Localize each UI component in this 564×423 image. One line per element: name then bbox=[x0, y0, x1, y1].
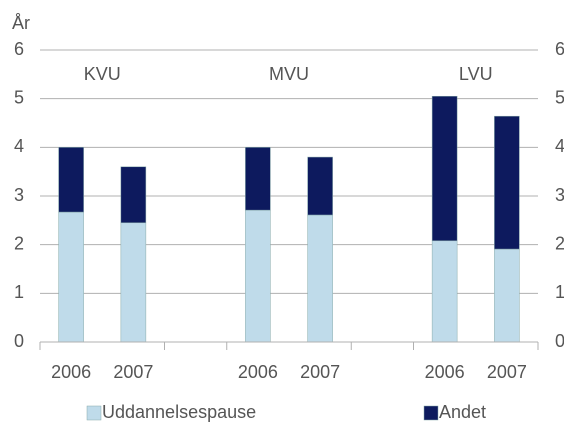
x-tick-label: 2007 bbox=[113, 362, 153, 382]
bar-segment bbox=[58, 147, 84, 213]
y2-tick-label: 3 bbox=[555, 185, 564, 205]
y2-tick-label: 6 bbox=[555, 39, 564, 59]
legend-swatch bbox=[86, 405, 102, 421]
y-tick-label: 4 bbox=[14, 136, 24, 156]
legend-label: Uddannelsespause bbox=[102, 402, 256, 422]
y-tick-label: 5 bbox=[14, 87, 24, 107]
y-axis-label: År bbox=[12, 13, 30, 33]
bar-segment bbox=[494, 115, 520, 250]
bar-segment bbox=[58, 211, 84, 343]
legend-swatch bbox=[423, 405, 439, 421]
y-tick-label: 6 bbox=[14, 39, 24, 59]
y-tick-label: 1 bbox=[14, 282, 24, 302]
x-tick-label: 2006 bbox=[238, 362, 278, 382]
legend-label: Andet bbox=[439, 402, 486, 422]
y2-tick-label: 1 bbox=[555, 282, 564, 302]
bar-segment bbox=[431, 95, 458, 242]
x-tick-label: 2006 bbox=[425, 362, 465, 382]
y-tick-label: 3 bbox=[14, 185, 24, 205]
group-label: KVU bbox=[84, 64, 121, 84]
bar-segment bbox=[120, 222, 147, 343]
x-tick-label: 2007 bbox=[487, 362, 527, 382]
y-tick-label: 2 bbox=[14, 233, 24, 253]
bar-segment bbox=[307, 214, 333, 343]
group-label: LVU bbox=[459, 64, 493, 84]
y2-tick-label: 4 bbox=[555, 136, 564, 156]
y2-tick-label: 5 bbox=[555, 87, 564, 107]
bar-segment bbox=[245, 209, 271, 343]
x-tick-label: 2007 bbox=[300, 362, 340, 382]
x-tick-label: 2006 bbox=[51, 362, 91, 382]
bar-segment bbox=[494, 248, 520, 343]
bar-segment bbox=[431, 240, 458, 343]
y2-tick-label: 2 bbox=[555, 233, 564, 253]
bar-segment bbox=[307, 156, 333, 216]
y-tick-label: 0 bbox=[14, 331, 24, 351]
y2-tick-label: 0 bbox=[555, 331, 564, 351]
bar-segment bbox=[120, 166, 147, 224]
bar-segment bbox=[245, 147, 271, 211]
group-label: MVU bbox=[269, 64, 309, 84]
